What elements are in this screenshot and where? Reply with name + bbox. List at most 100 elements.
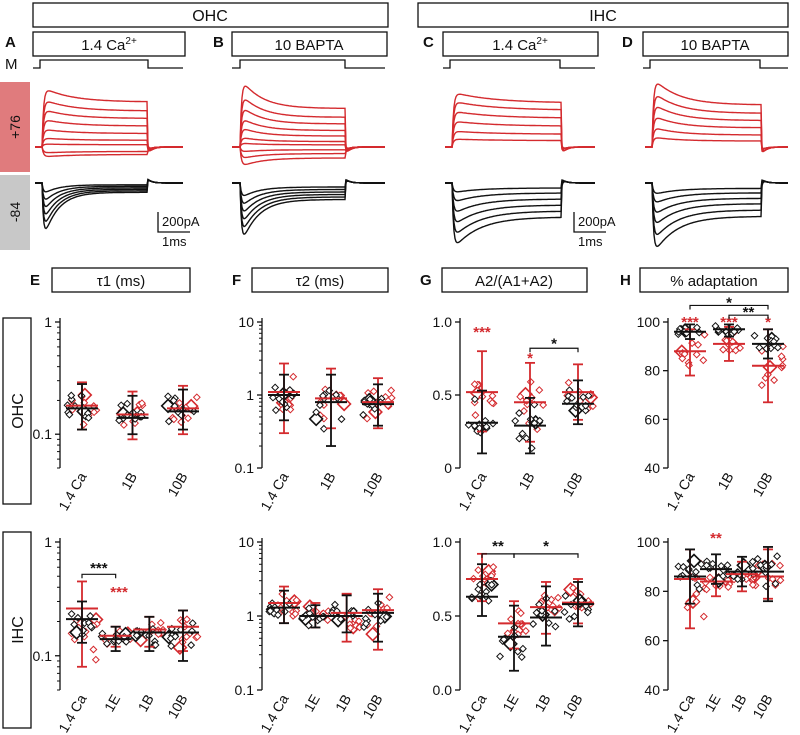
panel-letter-b: B xyxy=(213,34,224,51)
trace-c-pos-1 xyxy=(445,102,595,152)
x-label-h-ihc-2: 1B xyxy=(727,692,749,715)
panel-letter-a: A xyxy=(5,34,16,51)
point-f-ohc-red-0-7 xyxy=(289,372,298,381)
y-tick-label-f-ihc-1: 1 xyxy=(246,608,254,624)
sig-marker-e-ihc-1: *** xyxy=(110,584,128,601)
panel-h-title: % adaptation xyxy=(670,273,758,290)
point-g-ohc-black-1-9 xyxy=(535,416,544,425)
point-f-ohc-black-1-0 xyxy=(308,411,324,427)
point-h-ihc-black-3-5 xyxy=(756,561,765,570)
sig-marker-h-ihc-0: ** xyxy=(710,530,722,547)
trace-a-pos-1 xyxy=(35,101,183,152)
sig-bracket-e-ihc-0 xyxy=(81,573,117,579)
point-g-ihc-black-1-6 xyxy=(517,653,526,662)
point-h-ohc-black-2-6 xyxy=(773,343,782,352)
point-e-ihc-black-0-6 xyxy=(70,620,79,629)
panel-a-condition: 1.4 Ca2+ xyxy=(81,36,137,54)
point-h-ihc-red-0-7 xyxy=(699,612,708,621)
point-g-ohc-black-1-3 xyxy=(522,434,531,443)
point-e-ihc-black-3-6 xyxy=(167,642,176,651)
point-g-ohc-black-1-7 xyxy=(515,409,524,418)
current-traces xyxy=(35,83,788,248)
point-f-ohc-red-2-4 xyxy=(363,414,372,423)
panel-b-condition: 10 BAPTA xyxy=(275,37,344,54)
trace-d-pos-5 xyxy=(645,137,788,150)
sig-marker-g-ohc-2: * xyxy=(551,335,557,352)
y-tick-label-h-ohc-0: 40 xyxy=(644,460,660,476)
x-label-e-ihc-3: 10B xyxy=(164,692,190,722)
sig-marker-g-ihc-0: ** xyxy=(492,538,504,555)
point-h-ihc-red-1-3 xyxy=(702,585,711,594)
x-label-g-ihc-2: 1B xyxy=(531,692,553,715)
plot-e-ohc: 0.1 1 1.4 Ca 1B 10B xyxy=(33,314,201,513)
plot-f-ohc: 0.1 1 10 1.4 Ca 1B 10B xyxy=(235,314,396,513)
y-tick-label-h-ihc-1: 60 xyxy=(644,633,660,649)
point-g-ohc-black-0-2 xyxy=(470,395,479,404)
point-e-ohc-red-2-5 xyxy=(192,393,201,402)
x-label-e-ihc-0: 1.4 Ca xyxy=(55,691,90,735)
panel-h-title-box xyxy=(639,267,789,293)
point-e-ohc-red-1-10 xyxy=(137,399,146,408)
x-label-g-ihc-3: 10B xyxy=(559,692,585,722)
point-g-ihc-black-1-1 xyxy=(518,644,527,653)
point-h-ihc-red-0-5 xyxy=(692,589,701,598)
point-g-ihc-red-2-6 xyxy=(547,595,556,604)
point-g-ohc-red-1-5 xyxy=(535,386,544,395)
point-g-ihc-black-0-6 xyxy=(487,580,496,589)
x-label-h-ihc-1: 1E xyxy=(701,692,723,715)
x-label-e-ihc-2: 1B xyxy=(135,692,157,715)
point-g-ihc-black-3-4 xyxy=(570,612,579,621)
y-tick-label-h-ihc-2: 80 xyxy=(644,583,660,599)
x-label-g-ohc-2: 10B xyxy=(559,470,585,500)
panel-c-condition: 1.4 Ca2+ xyxy=(492,36,548,54)
y-tick-label-e-ihc-0: 0.1 xyxy=(33,648,53,664)
trace-d-neg-3 xyxy=(645,180,788,213)
panel-d-condition: 10 BAPTA xyxy=(681,37,750,54)
x-label-f-ihc-3: 10B xyxy=(359,692,385,722)
point-h-ohc-black-2-2 xyxy=(766,344,775,353)
point-f-ohc-black-0-6 xyxy=(271,383,280,392)
panel-letter-h: H xyxy=(620,272,631,289)
x-label-g-ohc-1: 1B xyxy=(515,470,537,493)
plot-g-ihc: 0.00.51.01.4 Ca 1E 1B 10B** * xyxy=(433,534,595,735)
x-label-f-ohc-0: 1.4 Ca xyxy=(257,469,292,513)
ohc-row-box xyxy=(2,317,32,505)
x-label-e-ohc-2: 10B xyxy=(164,470,190,500)
point-e-ohc-black-0-10 xyxy=(84,413,93,422)
point-h-ihc-black-0-2 xyxy=(691,567,700,576)
point-e-ohc-red-0-6 xyxy=(90,408,99,417)
point-h-ihc-red-3-10 xyxy=(776,561,784,570)
trace-d-pos-2 xyxy=(645,106,788,152)
point-f-ihc-red-0-10 xyxy=(291,609,300,618)
point-f-ohc-red-2-5 xyxy=(387,393,396,402)
y-tick-label-h-ohc-3: 100 xyxy=(637,314,661,330)
point-f-ihc-black-2-4 xyxy=(336,615,345,624)
scale-current-ohc: 200pA xyxy=(162,214,200,229)
y-tick-label-e-ohc-0: 0.1 xyxy=(33,426,53,442)
panel-b-condition-box xyxy=(231,31,388,57)
ohc-header-label: OHC xyxy=(192,8,228,25)
panel-c-condition-box xyxy=(442,31,599,57)
panel-a-condition-box xyxy=(32,31,186,57)
point-h-ohc-red-0-10 xyxy=(694,340,703,349)
point-h-ohc-red-0-3 xyxy=(692,350,701,359)
point-g-ohc-black-0-7 xyxy=(482,422,491,431)
sig-marker-h-ohc-3: ** xyxy=(743,304,755,321)
y-tick-label-g-ohc-0: 0 xyxy=(444,460,452,476)
point-e-ohc-black-0-3 xyxy=(65,410,74,419)
x-label-g-ihc-0: 1.4 Ca xyxy=(455,691,490,735)
point-h-ihc-red-2-3 xyxy=(742,575,751,584)
point-e-ihc-black-0-10 xyxy=(86,622,95,631)
point-g-ihc-red-0-2 xyxy=(489,563,498,572)
panel-letter-f: F xyxy=(232,272,241,289)
point-f-ihc-black-2-6 xyxy=(330,600,339,609)
trace-d-neg-2 xyxy=(645,180,788,224)
y-tick-label-h-ohc-1: 60 xyxy=(644,411,660,427)
point-e-ihc-black-0-2 xyxy=(86,612,95,620)
point-e-ohc-red-2-9 xyxy=(184,414,193,423)
x-label-f-ihc-0: 1.4 Ca xyxy=(257,691,292,735)
point-f-ohc-black-2-10 xyxy=(365,395,374,404)
panel-letter-e: E xyxy=(30,272,40,289)
